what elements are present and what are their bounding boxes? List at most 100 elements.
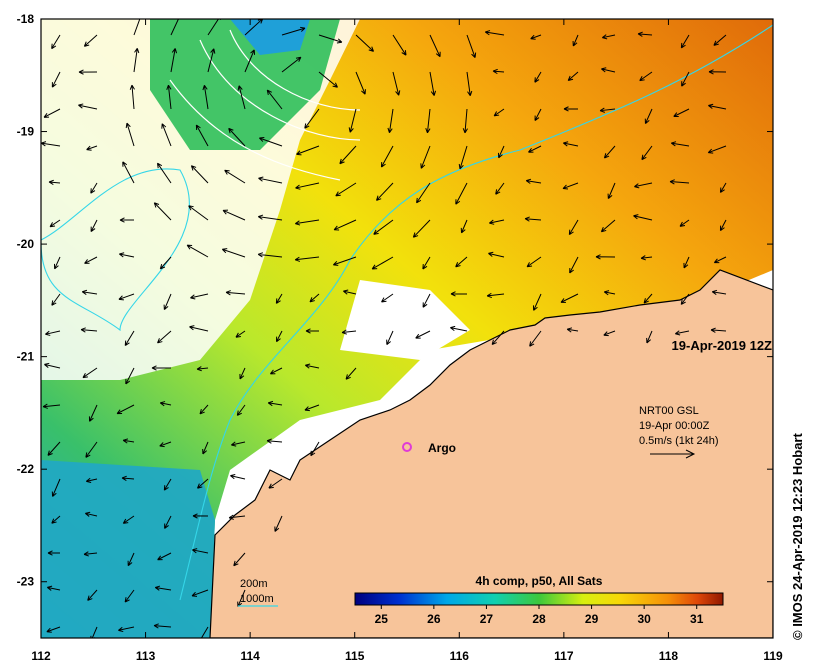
current-arrow (455, 256, 468, 268)
argo-float-marker (402, 442, 412, 452)
current-arrow (528, 145, 542, 153)
current-arrow (198, 626, 209, 638)
current-arrow (392, 34, 407, 56)
current-arrow (244, 49, 256, 73)
current-arrow (646, 330, 653, 344)
current-arrow (45, 330, 61, 336)
argo-float: Argo (402, 441, 456, 455)
current-arrow (228, 127, 246, 147)
current-arrow (125, 367, 135, 385)
current-arrow (455, 182, 468, 205)
lat-tick-label: -22 (17, 462, 35, 476)
current-arrow (304, 363, 320, 369)
current-arrow (157, 330, 172, 344)
lat-tick-label: -21 (17, 350, 35, 364)
current-arrow (257, 214, 283, 221)
current-arrow (190, 293, 209, 300)
current-arrow (674, 330, 690, 336)
current-arrow (197, 478, 209, 489)
current-arrow (601, 67, 616, 73)
cool-eddy-core (230, 19, 310, 55)
current-arrow (233, 552, 246, 567)
colorbar: 4h comp, p50, All Sats 25 26 27 28 29 30 31 (354, 574, 724, 626)
current-arrow (83, 34, 98, 47)
current-arrow (492, 68, 505, 75)
current-arrow (46, 626, 61, 633)
current-arrow (156, 162, 172, 184)
current-arrow (202, 84, 209, 110)
current-arrow (318, 71, 338, 88)
current-arrow (669, 179, 690, 185)
current-arrow (221, 248, 246, 258)
current-arrow (450, 291, 468, 297)
current-arrow (153, 623, 172, 629)
current-arrow (634, 182, 653, 189)
current-arrow (607, 182, 616, 200)
current-arrow (450, 325, 468, 332)
current-arrow (348, 108, 357, 133)
current-arrow (268, 478, 283, 489)
current-arrow (333, 219, 357, 231)
current-arrow (708, 103, 727, 110)
lon-tick-label: 118 (659, 649, 679, 663)
current-arrow (484, 30, 505, 36)
current-arrow (458, 145, 468, 170)
current-arrow (222, 209, 246, 221)
current-arrow (304, 404, 320, 412)
current-arrow (392, 71, 401, 96)
current-arrow (190, 165, 209, 184)
current-arrow (151, 365, 172, 371)
current-arrow (276, 330, 283, 343)
current-arrow (86, 145, 98, 151)
current-arrow (534, 71, 542, 83)
current-arrow (683, 256, 690, 269)
current-arrow (46, 585, 61, 591)
colorbar-tick-label: 31 (690, 612, 704, 626)
current-arrow (429, 34, 441, 58)
current-arrow (189, 325, 209, 332)
current-arrow (122, 161, 135, 184)
current-arrow (237, 85, 246, 110)
current-arrow (719, 219, 727, 232)
current-arrow (304, 108, 320, 129)
current-arrow (259, 136, 283, 147)
current-arrow (159, 401, 172, 407)
cool-water-south (41, 460, 215, 638)
current-arrow (486, 292, 505, 299)
colorbar-tick-label: 25 (375, 612, 389, 626)
current-arrow (489, 219, 505, 225)
current-arrow (161, 123, 172, 147)
colorbar-tick-label: 28 (532, 612, 546, 626)
current-arrow (266, 89, 283, 110)
legend-200m-label: 200m (240, 578, 268, 590)
current-arrow (371, 256, 394, 270)
current-arrow (305, 328, 320, 334)
current-arrow (48, 179, 61, 185)
current-arrow (129, 84, 135, 110)
lon-tick-label: 112 (31, 649, 51, 663)
current-arrow (425, 108, 431, 134)
current-arrow (266, 438, 283, 444)
current-arrow (562, 141, 579, 147)
current-arrow (239, 367, 246, 380)
current-arrow (719, 182, 727, 193)
current-arrow (83, 551, 98, 557)
current-arrow (188, 205, 209, 221)
current-arrow (228, 514, 246, 520)
current-arrow (41, 141, 61, 147)
current-arrow (460, 219, 468, 234)
current-arrow (532, 293, 542, 311)
copyright-text: © IMOS 24-Apr-2019 12:23 Hobart (790, 433, 805, 640)
current-arrow (673, 108, 690, 117)
longitude-axis: 112 113 114 115 116 117 118 119 (31, 19, 783, 663)
lat-tick-label: -19 (17, 125, 35, 139)
current-arrow (560, 293, 579, 303)
current-arrow (281, 56, 302, 73)
current-arrow (595, 254, 616, 260)
current-arrow (153, 202, 172, 221)
current-arrow (122, 438, 135, 444)
current-arrow (530, 34, 542, 40)
current-arrow (84, 511, 98, 517)
current-arrow (166, 84, 172, 110)
current-arrow (133, 19, 141, 36)
